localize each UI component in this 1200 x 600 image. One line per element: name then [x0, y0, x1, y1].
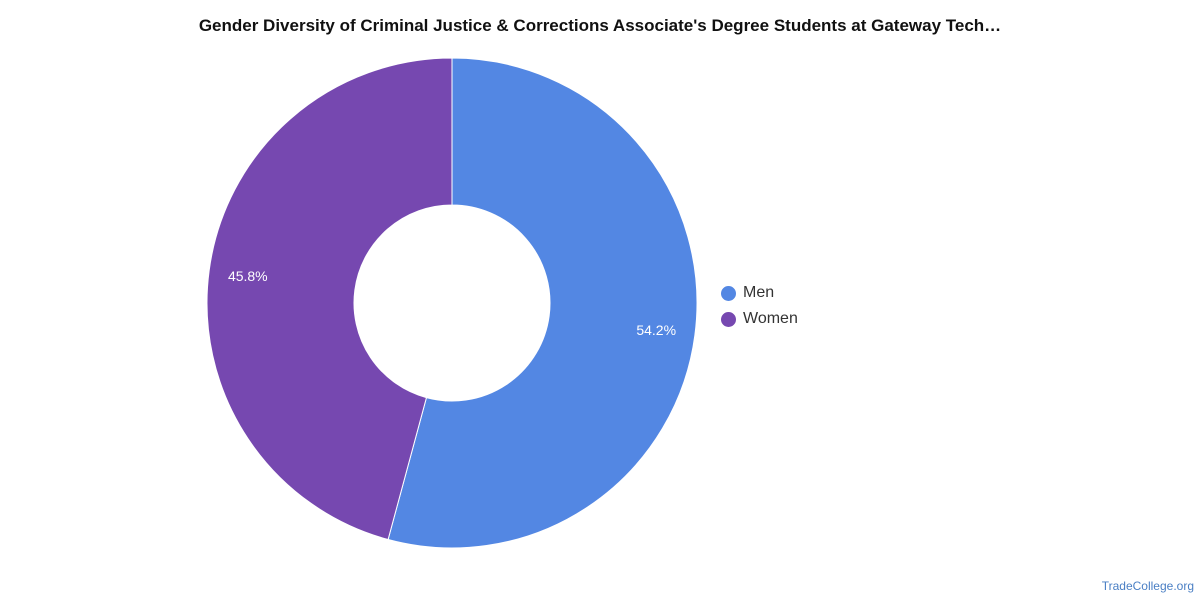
- legend-label-women: Women: [743, 310, 798, 327]
- legend-label-men: Men: [743, 284, 775, 301]
- slice-label-women: 45.8%: [228, 268, 268, 284]
- legend-swatch-men: [721, 285, 736, 301]
- source-link[interactable]: TradeCollege.org: [1101, 579, 1194, 593]
- slice-label-men: 54.2%: [636, 322, 676, 338]
- legend-item-men[interactable]: Men: [721, 280, 798, 306]
- chart-legend: Men Women: [721, 280, 798, 332]
- legend-item-women[interactable]: Women: [721, 306, 798, 332]
- chart-title: Gender Diversity of Criminal Justice & C…: [198, 16, 1002, 35]
- slice-men[interactable]: [387, 57, 698, 549]
- slice-women[interactable]: [206, 57, 453, 541]
- legend-swatch-women: [721, 311, 736, 327]
